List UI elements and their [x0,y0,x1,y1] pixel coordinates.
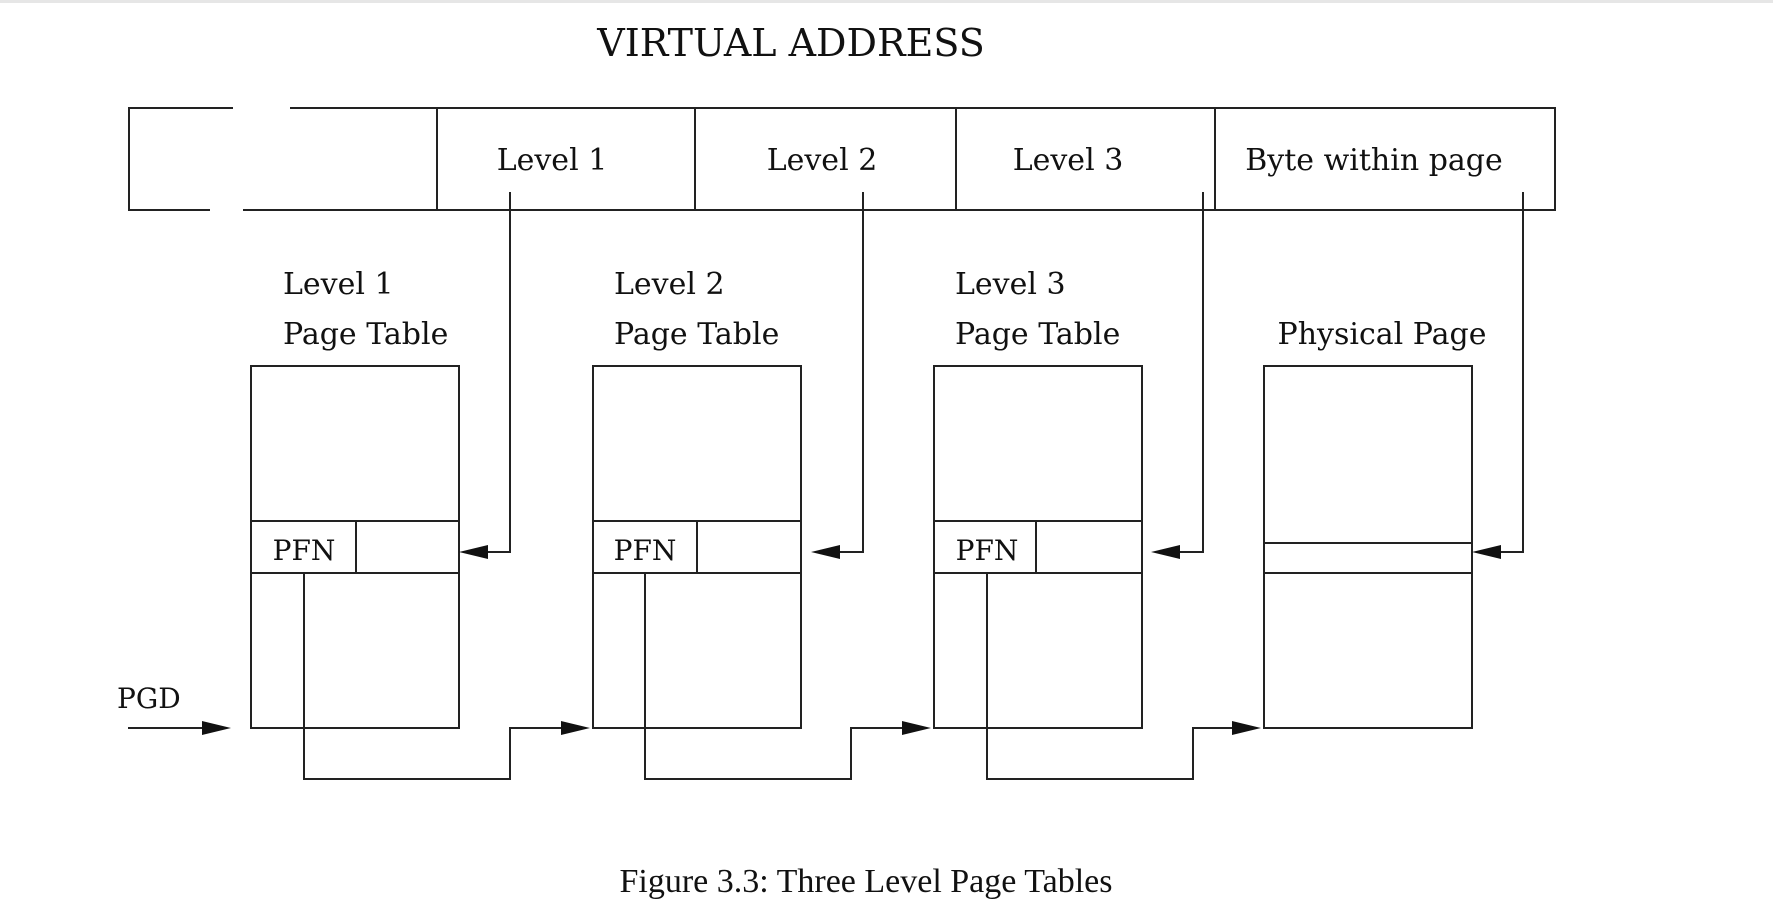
level-2-page-table: Level 2 Page Table PFN [592,267,802,729]
table-1-pfn: PFN [273,534,336,567]
pgd-label: PGD [117,682,181,715]
level-3-page-table: Level 3 Page Table PFN [933,267,1143,729]
top-rule [0,0,1773,3]
table-3-label-line2: Page Table [955,317,1120,352]
pgd-pointer: PGD [117,682,231,735]
table-2-label-line2: Page Table [614,317,779,352]
field-byte-within-page: Byte within page [1245,143,1503,178]
physical-page-label: Physical Page [1278,317,1487,352]
field-level-2: Level 2 [767,143,878,178]
table-2-label-line1: Level 2 [614,267,725,302]
table-1-label-line1: Level 1 [283,267,394,302]
table-2-pfn: PFN [614,534,677,567]
virtual-address-register: Level 1 Level 2 Level 3 Byte within page [128,107,1556,211]
table-3-pfn: PFN [956,534,1019,567]
level-1-page-table: Level 1 Page Table PFN [250,267,460,729]
table-3-label-line1: Level 3 [955,267,1066,302]
figure-caption: Figure 3.3: Three Level Page Tables [620,863,1113,900]
virtual-address-title: VIRTUAL ADDRESS [596,21,984,65]
field-level-1: Level 1 [497,143,608,178]
physical-page: Physical Page [1263,317,1487,729]
field-level-3: Level 3 [1013,143,1124,178]
table-1-label-line2: Page Table [283,317,448,352]
field-index-pointers [459,192,1524,559]
pfn-chain-connectors [303,573,1261,780]
